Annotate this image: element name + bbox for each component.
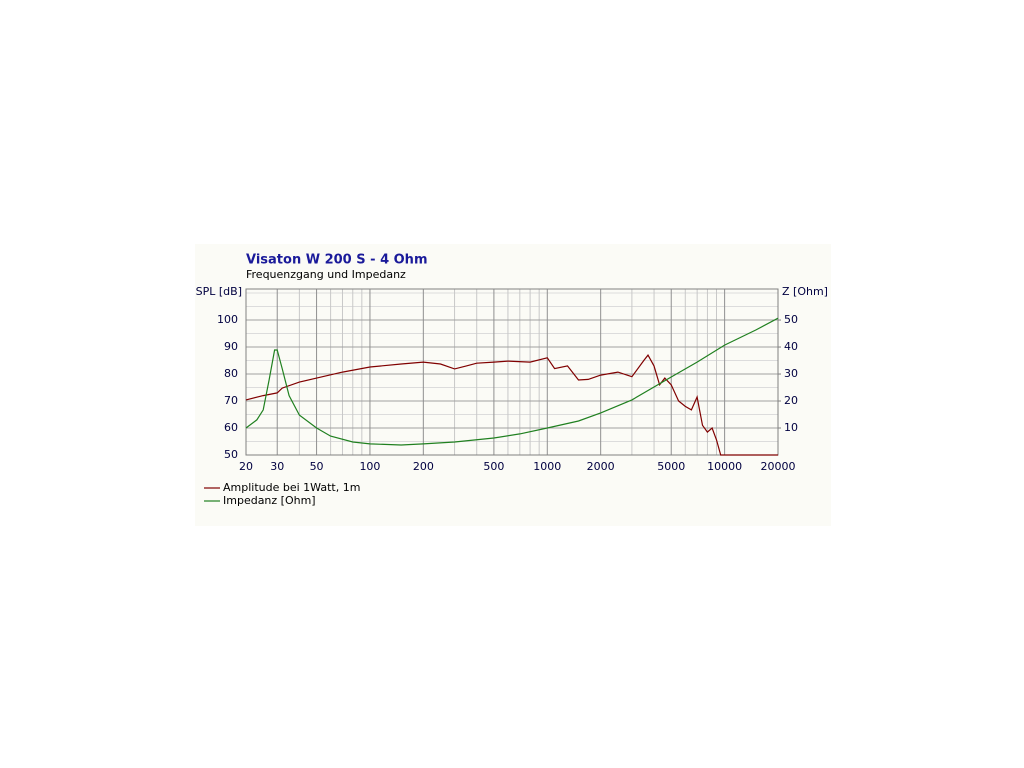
series-line [245, 317, 779, 446]
y2-tick-label: 10 [784, 421, 798, 434]
x-tick-label: 50 [310, 460, 324, 473]
y-tick-label: 60 [224, 421, 238, 434]
legend-label: Impedanz [Ohm] [223, 494, 316, 507]
x-tick-label: 500 [483, 460, 504, 473]
y-tick-label: 90 [224, 340, 238, 353]
chart-title: Visaton W 200 S - 4 Ohm [246, 253, 428, 268]
legend-label: Amplitude bei 1Watt, 1m [223, 481, 360, 494]
y2-tick-label: 20 [784, 394, 798, 407]
plot-frame [245, 288, 779, 456]
x-tick-label: 100 [359, 460, 380, 473]
y-tick-label: 50 [224, 448, 238, 461]
x-tick-label: 20000 [761, 460, 796, 473]
y2-axis-label: Z [Ohm] [782, 285, 828, 298]
series-line [245, 354, 778, 456]
x-tick-label: 2000 [587, 460, 615, 473]
x-tick-label: 1000 [533, 460, 561, 473]
x-tick-label: 5000 [657, 460, 685, 473]
y2-tick-label: 40 [784, 340, 798, 353]
x-tick-label: 200 [413, 460, 434, 473]
y-tick-label: 70 [224, 394, 238, 407]
x-tick-label: 30 [270, 460, 284, 473]
y2-tick-label: 30 [784, 367, 798, 380]
y-tick-label: 80 [224, 367, 238, 380]
y2-tick-label: 50 [784, 313, 798, 326]
y-axis-label: SPL [dB] [196, 285, 242, 298]
x-tick-label: 10000 [707, 460, 742, 473]
chart-subtitle: Frequenzgang und Impedanz [246, 268, 406, 281]
y-tick-label: 100 [217, 313, 238, 326]
x-tick-label: 20 [239, 460, 253, 473]
